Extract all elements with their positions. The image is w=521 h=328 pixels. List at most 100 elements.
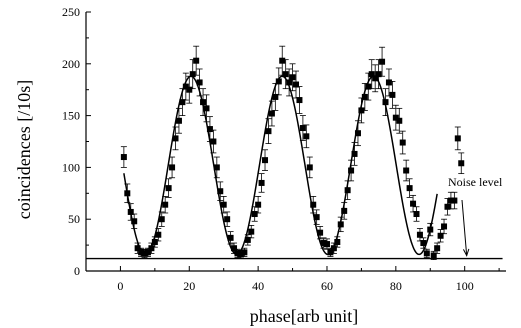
marker xyxy=(203,105,210,112)
data-point xyxy=(289,63,296,92)
marker xyxy=(165,185,172,192)
data-point xyxy=(244,234,251,246)
marker xyxy=(385,79,392,86)
data-point xyxy=(375,59,382,90)
data-point xyxy=(430,250,437,261)
marker xyxy=(399,139,406,146)
y-axis-title: coincidences [/10s] xyxy=(14,80,34,219)
data-point xyxy=(124,183,131,204)
marker xyxy=(437,232,444,239)
marker xyxy=(344,187,351,194)
marker xyxy=(224,216,231,223)
marker xyxy=(296,97,303,104)
marker xyxy=(375,71,382,78)
data-point xyxy=(441,218,448,235)
marker xyxy=(430,252,437,259)
data-point xyxy=(382,88,389,116)
data-point xyxy=(193,45,200,76)
marker xyxy=(200,99,207,106)
data-point xyxy=(323,238,330,250)
marker xyxy=(134,245,141,252)
data-point xyxy=(127,203,134,221)
marker xyxy=(365,83,372,90)
noise-level-arrowhead xyxy=(462,248,470,257)
data-point xyxy=(282,59,289,90)
marker xyxy=(458,160,465,167)
data-point xyxy=(361,83,368,111)
data-point xyxy=(406,178,413,198)
data-point xyxy=(189,59,196,90)
data-point xyxy=(385,68,392,97)
marker xyxy=(361,93,368,100)
data-point xyxy=(196,68,203,97)
marker xyxy=(144,249,151,256)
data-point xyxy=(165,178,172,198)
data-point xyxy=(203,94,210,123)
marker xyxy=(320,240,327,247)
marker xyxy=(282,71,289,78)
marker xyxy=(410,200,417,207)
x-tick-label: 40 xyxy=(252,279,264,293)
marker xyxy=(303,133,310,140)
marker xyxy=(351,150,358,157)
marker xyxy=(213,164,220,171)
marker xyxy=(141,250,148,257)
marker xyxy=(272,93,279,100)
marker xyxy=(313,214,320,221)
marker xyxy=(434,245,441,252)
marker xyxy=(237,251,244,258)
marker xyxy=(382,99,389,106)
marker xyxy=(169,164,176,171)
marker xyxy=(289,74,296,81)
marker xyxy=(354,130,361,137)
marker xyxy=(186,86,193,93)
data-point xyxy=(303,124,310,149)
data-point xyxy=(120,146,127,168)
noise-level-label: Noise level xyxy=(448,175,503,189)
data-point xyxy=(458,152,465,175)
data-point xyxy=(451,191,458,210)
marker xyxy=(193,57,200,64)
marker xyxy=(138,249,145,256)
marker xyxy=(124,190,131,197)
marker xyxy=(396,117,403,124)
data-point xyxy=(131,213,138,229)
data-point xyxy=(423,248,430,258)
marker xyxy=(179,99,186,106)
marker xyxy=(403,167,410,174)
data-point xyxy=(172,126,179,151)
marker xyxy=(317,229,324,236)
marker xyxy=(279,57,286,64)
x-tick-label: 20 xyxy=(183,279,195,293)
marker xyxy=(341,207,348,214)
y-tick-label: 200 xyxy=(62,57,80,71)
data-point xyxy=(241,247,248,257)
marker xyxy=(306,164,313,171)
marker xyxy=(451,197,458,204)
marker xyxy=(454,135,461,142)
data-point xyxy=(399,130,406,155)
marker xyxy=(155,231,162,238)
marker xyxy=(334,238,341,245)
marker xyxy=(244,236,251,243)
data-point xyxy=(306,156,313,179)
data-point xyxy=(389,81,396,109)
y-tick-label: 0 xyxy=(74,264,80,278)
marker xyxy=(189,71,196,78)
data-point xyxy=(351,142,358,166)
marker xyxy=(210,138,217,145)
y-tick-label: 50 xyxy=(68,212,80,226)
data-point xyxy=(200,88,207,116)
marker xyxy=(268,110,275,117)
marker xyxy=(327,249,334,256)
marker xyxy=(231,245,238,252)
data-point xyxy=(396,107,403,134)
marker xyxy=(423,250,430,257)
marker xyxy=(258,179,265,186)
marker xyxy=(255,201,262,208)
marker xyxy=(427,226,434,233)
data-point xyxy=(213,156,220,179)
data-point xyxy=(392,104,399,131)
marker xyxy=(227,234,234,241)
marker xyxy=(151,238,158,245)
